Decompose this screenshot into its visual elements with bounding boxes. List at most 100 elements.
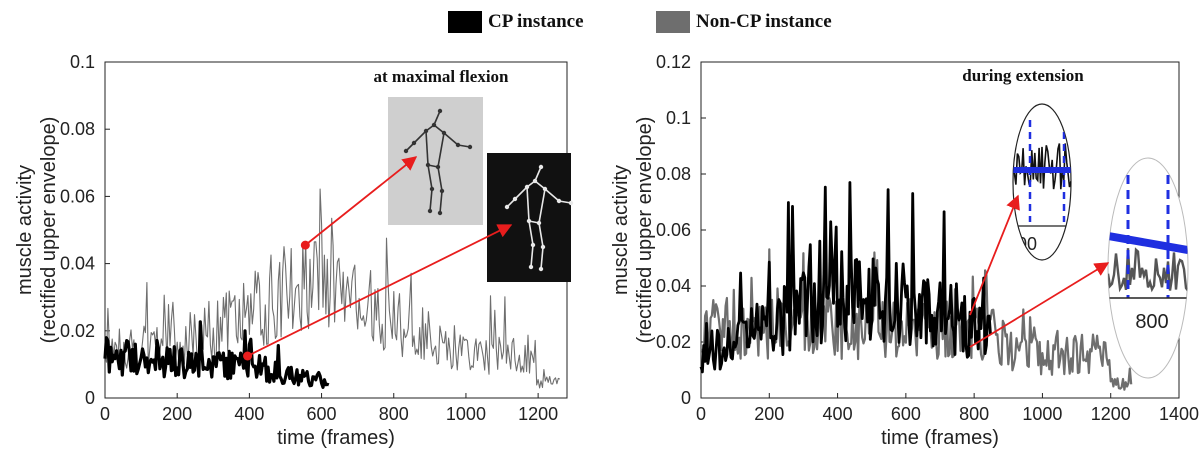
skeleton-joint xyxy=(467,144,473,150)
y-tick-label: 0.08 xyxy=(60,119,95,139)
skeleton-joint xyxy=(524,184,530,190)
x-tick-label: 400 xyxy=(823,404,853,424)
y-axis-label: muscle activity xyxy=(610,165,632,295)
legend: CP instance Non-CP instance xyxy=(0,0,1204,40)
skeleton-joint xyxy=(530,242,536,248)
skeleton-joint xyxy=(512,196,518,202)
x-tick-label: 800 xyxy=(379,404,409,424)
skeleton-joint xyxy=(403,148,409,154)
legend-label-noncp: Non-CP instance xyxy=(696,11,832,32)
skeleton-bone xyxy=(538,188,546,224)
skeleton-bone xyxy=(433,110,441,126)
y-tick-label: 0.06 xyxy=(656,220,691,240)
inset-1-signal xyxy=(1013,143,1071,190)
skeleton-joint xyxy=(538,164,544,170)
x-tick-label: 200 xyxy=(162,404,192,424)
skeleton-joint xyxy=(526,218,532,224)
x-tick-label: 1000 xyxy=(1022,404,1062,424)
skeleton-bone xyxy=(514,186,528,200)
skeleton-joint xyxy=(427,208,433,214)
x-tick-label: 1000 xyxy=(446,404,486,424)
skeleton-joint xyxy=(455,142,461,148)
skeleton-figure-noncp xyxy=(403,108,473,216)
y-tick-label: 0 xyxy=(681,388,691,408)
skeleton-bone xyxy=(437,166,443,192)
annotation-label: during extension xyxy=(962,66,1084,85)
skeleton-bone xyxy=(439,190,443,214)
skeleton-joint xyxy=(423,128,429,134)
marker-cp-point xyxy=(243,351,253,361)
legend-swatch-cp xyxy=(448,11,482,33)
skeleton-joint xyxy=(437,108,443,114)
skeleton-joint xyxy=(439,188,445,194)
x-tick-label: 0 xyxy=(100,404,110,424)
y-tick-label: 0 xyxy=(85,388,95,408)
skeleton-bone xyxy=(530,244,534,268)
series-noncp-line xyxy=(700,248,1133,391)
skeleton-figure-cp xyxy=(504,164,574,272)
skeleton-bone xyxy=(443,132,459,146)
y-tick-label: 0.06 xyxy=(60,186,95,206)
y-axis-label-group: muscle activity (rectified upper envelope… xyxy=(610,117,656,344)
y-tick-label: 0.02 xyxy=(60,321,95,341)
y-tick-label: 0.12 xyxy=(656,52,691,72)
y-tick-label: 0.04 xyxy=(656,276,691,296)
y-axis-label: muscle activity xyxy=(14,165,36,295)
legend-item-cp: CP instance xyxy=(448,10,584,34)
skeleton-bone xyxy=(437,132,445,168)
y-axis-label-secondary: (rectified upper envelope) xyxy=(634,117,656,344)
x-tick-label: 1200 xyxy=(518,404,558,424)
x-tick-label: 800 xyxy=(959,404,989,424)
x-tick-label: 200 xyxy=(754,404,784,424)
skeleton-joint xyxy=(540,244,546,250)
legend-label-cp: CP instance xyxy=(488,11,584,32)
chart-right: 0 200 400 600 800 1000 1200 1400 0 0.02 0.04 0.06 0.… xyxy=(610,52,1199,449)
skeleton-bone xyxy=(538,222,544,248)
x-tick-label: 600 xyxy=(307,404,337,424)
y-axis-label-group: muscle activity (rectified upper envelope… xyxy=(14,117,60,344)
x-tick-label: 600 xyxy=(891,404,921,424)
flexion-arrow-cp xyxy=(247,224,513,357)
skeleton-bone xyxy=(425,130,429,166)
legend-item-noncp: Non-CP instance xyxy=(656,10,832,34)
chart-left: 0 200 400 600 800 1000 1200 0 0.02 0.04 0.06 0.08 0.… xyxy=(14,52,574,449)
annotation-label: at maximal flexion xyxy=(373,67,509,86)
skeleton-joint xyxy=(435,164,441,170)
x-tick-label: 1400 xyxy=(1159,404,1199,424)
flexion-skeleton-noncp-panel xyxy=(388,97,483,225)
inset-1-tick-label: 00 xyxy=(1017,234,1037,254)
inset-2-mean-line xyxy=(1108,232,1188,254)
inset-2-content: 800 xyxy=(1108,160,1188,333)
skeleton-bone xyxy=(526,186,530,222)
x-tick-label: 0 xyxy=(696,404,706,424)
inset-arrow-1 xyxy=(969,194,1020,316)
skeleton-joint xyxy=(542,186,548,192)
y-axis-label-secondary: (rectified upper envelope) xyxy=(38,117,60,344)
skeleton-joint xyxy=(441,130,447,136)
inset-arrow-2 xyxy=(969,262,1110,348)
x-tick-label: 400 xyxy=(234,404,264,424)
skeleton-joint xyxy=(538,266,544,272)
inset-2-tick-label: 800 xyxy=(1135,311,1168,333)
skeleton-joint xyxy=(536,220,542,226)
x-axis-label: time (frames) xyxy=(881,427,999,449)
y-tick-label: 0.02 xyxy=(656,332,691,352)
skeleton-joint xyxy=(437,210,443,216)
skeleton-joint xyxy=(411,140,417,146)
y-tick-label: 0.08 xyxy=(656,164,691,184)
skeleton-bone xyxy=(429,188,433,212)
marker-noncp-point xyxy=(300,240,310,250)
skeleton-joint xyxy=(431,122,437,128)
skeleton-joint xyxy=(568,200,574,206)
skeleton-joint xyxy=(504,204,510,210)
skeleton-joint xyxy=(532,178,538,184)
y-tick-label: 0.1 xyxy=(666,108,691,128)
skeleton-bone xyxy=(413,130,427,144)
skeleton-joint xyxy=(429,186,435,192)
legend-swatch-noncp xyxy=(656,11,690,33)
series-cp-line xyxy=(699,181,992,374)
series-cp-line xyxy=(103,320,330,389)
flexion-arrow-noncp xyxy=(304,156,418,246)
inset-2-signal xyxy=(1108,247,1188,293)
